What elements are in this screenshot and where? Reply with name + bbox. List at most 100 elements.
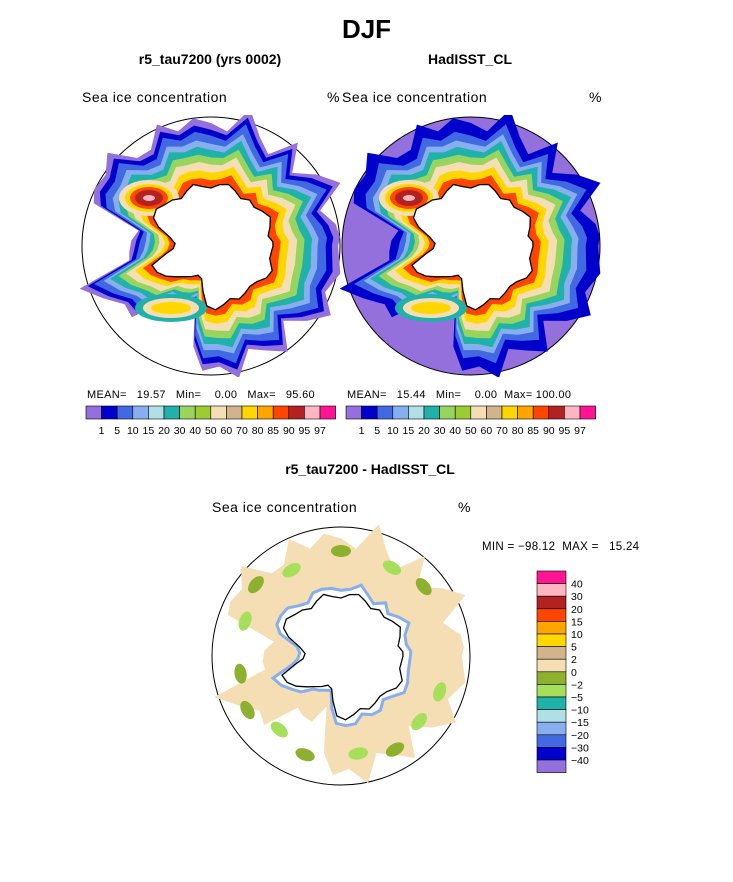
diff-patch-8 bbox=[282, 563, 301, 578]
right-max-value: 100.00 bbox=[535, 389, 572, 401]
diff-colorbar-swatch-9 bbox=[536, 684, 567, 698]
right-colorbar-label-3: 15 bbox=[403, 425, 415, 437]
diff-colorbar-swatch-1 bbox=[536, 583, 567, 597]
diff-colorbar-label-1: 30 bbox=[571, 591, 583, 603]
diff-colorbar-swatch-8 bbox=[536, 671, 567, 685]
right-colorbar-swatch-3 bbox=[392, 405, 409, 420]
left-max-label: Max= bbox=[247, 389, 276, 401]
diff-colorbar-label-13: −30 bbox=[571, 742, 589, 754]
left-colorbar-label-3: 15 bbox=[143, 425, 155, 437]
right-stats: MEAN= 15.44 Min= 0.00 Max= 100.00 bbox=[347, 389, 571, 401]
right-colorbar-swatch-8 bbox=[470, 405, 487, 420]
diff-colorbar-label-5: 5 bbox=[571, 642, 577, 654]
diff-patch-11 bbox=[415, 578, 432, 596]
left-colorbar-swatch-4 bbox=[148, 405, 165, 420]
left-subtitle: Sea ice concentration bbox=[82, 89, 228, 105]
right-map bbox=[340, 115, 601, 377]
right-colorbar-label-6: 40 bbox=[449, 425, 461, 437]
left-colorbar-label-0: 1 bbox=[99, 425, 105, 437]
left-colorbar: 1 5 10 15 20 30 40 50 60 70 80 85 90 95 97 bbox=[85, 405, 336, 437]
left-ross-2 bbox=[151, 302, 191, 314]
right-colorbar-swatch-0 bbox=[345, 405, 362, 420]
diff-colorbar-label-2: 20 bbox=[571, 604, 583, 616]
right-colorbar-swatch-7 bbox=[454, 405, 472, 420]
right-colorbar-swatch-13 bbox=[548, 405, 565, 420]
diff-colorbar-swatch-2 bbox=[536, 595, 567, 610]
left-panel-title: r5_tau7200 (yrs 0002) bbox=[138, 51, 282, 67]
right-colorbar-label-2: 10 bbox=[387, 425, 399, 437]
left-colorbar-label-11: 85 bbox=[267, 425, 279, 437]
diff-patch-3 bbox=[295, 748, 315, 762]
right-colorbar-swatch-2 bbox=[376, 405, 394, 420]
right-panel-title: HadISST_CL bbox=[427, 51, 512, 67]
left-colorbar-label-7: 50 bbox=[205, 425, 217, 437]
left-map bbox=[80, 115, 341, 377]
diff-patch-9 bbox=[331, 545, 351, 557]
right-units: % bbox=[589, 89, 602, 105]
diff-patch-2 bbox=[348, 747, 369, 760]
right-colorbar-label-8: 60 bbox=[481, 425, 493, 437]
right-colorbar-label-1: 5 bbox=[374, 425, 380, 437]
right-colorbar: 1 5 10 15 20 30 40 50 60 70 80 85 90 95 97 bbox=[345, 405, 596, 437]
diff-colorbar-swatch-4 bbox=[536, 621, 567, 635]
diff-patch-13 bbox=[234, 663, 247, 684]
diff-colorbar-label-12: −20 bbox=[571, 730, 589, 742]
right-colorbar-swatch-9 bbox=[486, 405, 503, 420]
diff-units: % bbox=[458, 499, 471, 515]
diff-minmax: MIN = −98.12 MAX = 15.24 bbox=[482, 541, 640, 553]
left-colorbar-swatch-13 bbox=[288, 405, 305, 420]
diff-colorbar-swatch-11 bbox=[536, 709, 567, 723]
right-colorbar-label-10: 80 bbox=[512, 425, 524, 437]
diff-patch-5 bbox=[240, 700, 255, 720]
diff-colorbar-swatch-12 bbox=[536, 721, 567, 736]
left-colorbar-label-10: 80 bbox=[252, 425, 264, 437]
left-colorbar-swatch-2 bbox=[116, 405, 134, 420]
left-min-value: 0.00 bbox=[214, 389, 238, 401]
left-colorbar-swatch-10 bbox=[241, 405, 258, 420]
diff-colorbar-label-3: 15 bbox=[571, 616, 583, 628]
right-colorbar-swatch-5 bbox=[423, 405, 440, 420]
left-colorbar-swatch-15 bbox=[319, 405, 336, 420]
right-colorbar-swatch-10 bbox=[501, 405, 518, 420]
right-colorbar-label-12: 90 bbox=[543, 425, 555, 437]
right-ross-2 bbox=[411, 302, 451, 314]
left-colorbar-label-4: 20 bbox=[158, 425, 170, 437]
right-colorbar-label-7: 50 bbox=[465, 425, 477, 437]
right-colorbar-swatch-4 bbox=[408, 405, 425, 420]
diff-patch-0 bbox=[411, 712, 428, 731]
diff-colorbar-swatch-0 bbox=[536, 570, 567, 584]
diff-antarctica bbox=[281, 593, 404, 721]
left-colorbar-label-8: 60 bbox=[221, 425, 233, 437]
left-units: % bbox=[327, 89, 340, 105]
right-max-label: Max= bbox=[504, 389, 533, 401]
diff-colorbar-label-4: 10 bbox=[571, 629, 583, 641]
right-colorbar-swatch-1 bbox=[361, 405, 378, 420]
left-colorbar-swatch-11 bbox=[257, 405, 274, 420]
diff-colorbar-swatch-5 bbox=[536, 633, 567, 647]
right-colorbar-label-9: 70 bbox=[496, 425, 508, 437]
right-mean-value: 15.44 bbox=[396, 389, 426, 401]
diff-colorbar-label-10: −10 bbox=[571, 705, 589, 717]
left-colorbar-swatch-3 bbox=[132, 405, 149, 420]
diff-colorbar-label-9: −5 bbox=[571, 692, 583, 704]
right-min-label: Min= bbox=[435, 389, 462, 401]
diff-colorbar-label-14: −40 bbox=[571, 755, 589, 767]
diff-patch-10 bbox=[382, 560, 402, 575]
right-colorbar-swatch-11 bbox=[517, 405, 534, 420]
right-weddell-4 bbox=[403, 195, 415, 201]
left-colorbar-label-14: 97 bbox=[314, 425, 326, 437]
left-weddell-4 bbox=[143, 195, 155, 201]
right-colorbar-swatch-6 bbox=[439, 405, 456, 420]
diff-patch-4 bbox=[270, 721, 288, 738]
diff-colorbar-swatch-14 bbox=[536, 747, 567, 761]
diff-colorbar-swatch-13 bbox=[536, 734, 567, 748]
right-min-value: 0.00 bbox=[474, 389, 498, 401]
left-colorbar-swatch-8 bbox=[210, 405, 227, 420]
diff-colorbar-swatch-10 bbox=[536, 696, 567, 710]
left-colorbar-label-13: 95 bbox=[299, 425, 311, 437]
diff-colorbar-swatch-7 bbox=[536, 658, 567, 673]
right-colorbar-label-13: 95 bbox=[559, 425, 571, 437]
diff-patch-1 bbox=[385, 742, 405, 757]
right-mean-label: MEAN= bbox=[347, 389, 387, 401]
left-stats: MEAN= 19.57 Min= 0.00 Max= 95.60 bbox=[87, 389, 315, 401]
